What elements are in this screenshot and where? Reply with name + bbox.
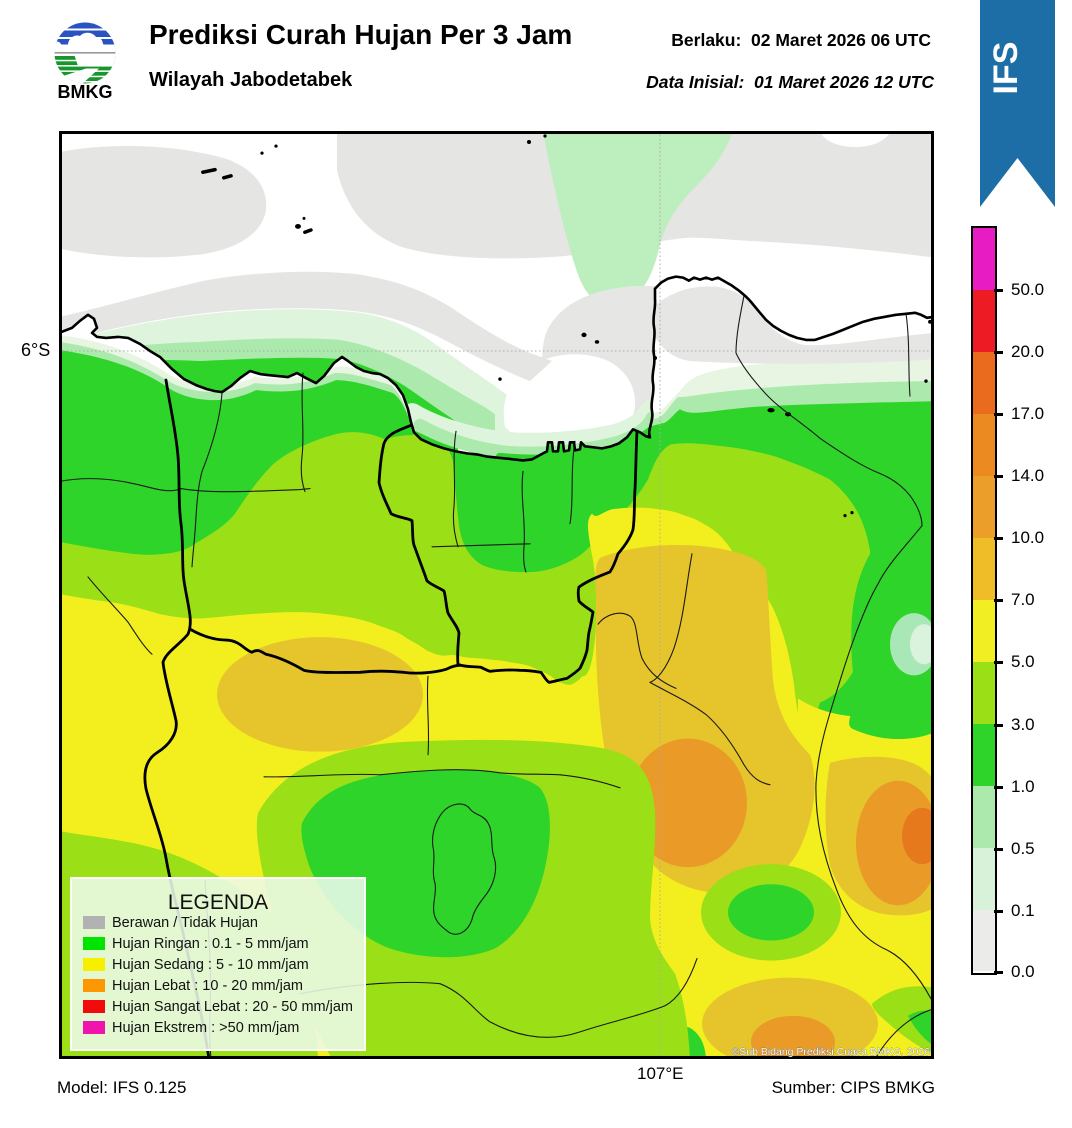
svg-text:IFS: IFS [987, 42, 1025, 95]
svg-text:©Sub Bidang Prediksi Cuaca BMK: ©Sub Bidang Prediksi Cuaca BMKG, 2026 [732, 1046, 931, 1058]
svg-text:BMKG: BMKG [58, 82, 113, 102]
